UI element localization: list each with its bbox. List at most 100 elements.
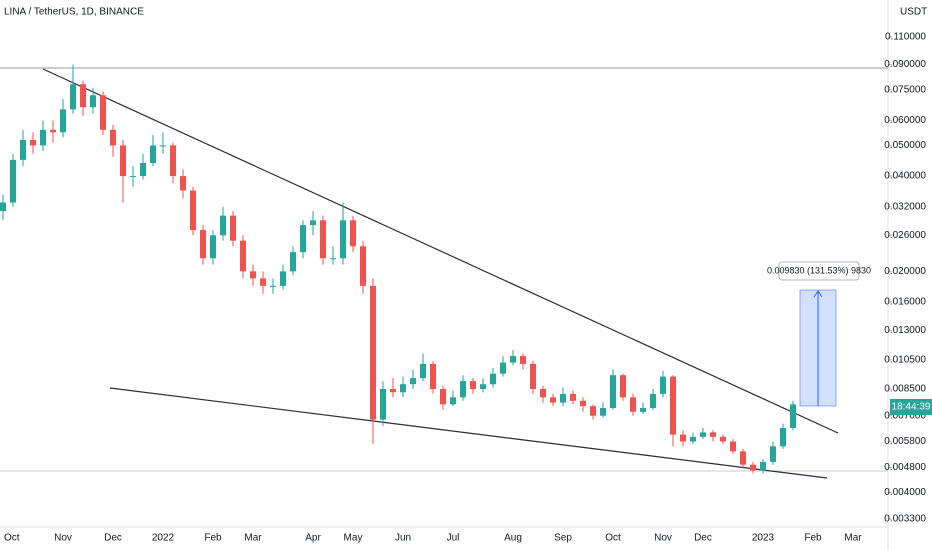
candle-body [60, 109, 66, 133]
candle-body [500, 362, 506, 374]
x-tick-label: Feb [204, 533, 222, 544]
candle-body [120, 145, 126, 177]
candle-body [510, 356, 516, 363]
measure-label: 0.009830 (131.53%) 9830 [767, 265, 871, 275]
candle-body [660, 376, 666, 394]
x-tick-label: 2023 [752, 533, 775, 544]
candle-body [790, 404, 796, 428]
candle-body [680, 434, 686, 442]
measure-label-box [778, 261, 860, 281]
candle-body [740, 451, 746, 465]
candle-body [200, 230, 206, 259]
candle-body [70, 84, 76, 110]
candle-body [770, 446, 776, 462]
candle-body [220, 215, 226, 236]
candle-body [380, 388, 386, 420]
candle-body [490, 373, 496, 385]
candle-body [10, 159, 16, 203]
y-tick-label: 0.016000 [884, 297, 926, 308]
candle-body [610, 375, 616, 409]
x-tick-label: Feb [804, 533, 822, 544]
x-tick-label: Sep [554, 533, 572, 544]
candle-body [700, 432, 706, 437]
candle-body [370, 285, 376, 420]
candle-body [640, 408, 646, 412]
candle-body [710, 432, 716, 437]
candle-body [590, 406, 596, 416]
plot [0, 64, 796, 474]
y-tick-label: 0.060000 [884, 115, 926, 126]
x-tick-label: Aug [504, 533, 522, 544]
candle-body [100, 95, 106, 130]
y-tick-label: 0.010500 [884, 355, 926, 366]
candle-body [600, 408, 606, 416]
candle-body [690, 436, 696, 442]
y-axis-label: USDT [900, 7, 927, 18]
y-tick-label: 0.032000 [884, 201, 926, 212]
candle-body [520, 356, 526, 364]
y-tick-label: 0.110000 [885, 32, 926, 43]
x-tick-label: Jul [447, 533, 460, 544]
candle-body [550, 397, 556, 403]
candle-body [160, 145, 166, 147]
candle-body [420, 363, 426, 379]
y-tick-label: 0.005800 [884, 436, 926, 447]
candle-body [670, 376, 676, 435]
x-tick-label: Nov [654, 533, 672, 544]
y-tick-label: 0.004000 [884, 487, 926, 498]
candle-body [240, 240, 246, 272]
x-tick-label: May [344, 533, 363, 544]
y-tick-label: 0.020000 [884, 266, 926, 277]
candle-body [110, 129, 116, 146]
candle-body [650, 393, 656, 409]
candle-body [350, 220, 356, 247]
candle-body [330, 258, 336, 260]
candle-body [560, 393, 566, 403]
candle-body [450, 397, 456, 405]
candle-body [40, 129, 46, 146]
candle-body [90, 95, 96, 108]
candle-body [310, 220, 316, 226]
y-tick-label: 0.008500 [884, 384, 926, 395]
candle-body [440, 388, 446, 405]
candle-body [730, 441, 736, 452]
candle-body [270, 285, 276, 287]
trend-line-lower [109, 387, 828, 479]
candle-body [570, 393, 576, 401]
x-tick-label: Dec [694, 533, 712, 544]
candle-body [750, 464, 756, 471]
candle-body [130, 176, 136, 178]
y-tick-label: 0.075000 [884, 84, 926, 95]
candle-body [300, 225, 306, 253]
x-tick-label: Oct [4, 533, 20, 544]
candle-body [320, 220, 326, 259]
candle-body [540, 388, 546, 398]
candle-body [780, 427, 786, 447]
x-tick-label: Nov [54, 533, 72, 544]
candle-body [360, 246, 366, 286]
candle-body [0, 202, 6, 212]
chart-title: LINA / TetherUS, 1D, BINANCE [4, 7, 144, 18]
x-tick-label: Oct [605, 533, 621, 544]
candle-body [480, 384, 486, 389]
candle-body [280, 271, 286, 286]
x-tick-label: Mar [244, 533, 262, 544]
x-tick-label: Jun [395, 533, 411, 544]
y-tick-label: 0.040000 [884, 171, 926, 182]
candle-body [410, 378, 416, 385]
candle-body [140, 162, 146, 177]
candle-body [260, 278, 266, 286]
x-tick-label: Apr [305, 533, 321, 544]
candle-body [20, 140, 26, 160]
measure-arrow-head [813, 290, 823, 298]
candle-body [530, 363, 536, 389]
candle-body [390, 388, 396, 393]
candle-body [470, 381, 476, 389]
candle-body [170, 145, 176, 177]
candle-body [580, 400, 586, 407]
x-tick-label: Mar [844, 533, 862, 544]
candle-body [210, 235, 216, 259]
candle-body [430, 363, 436, 389]
